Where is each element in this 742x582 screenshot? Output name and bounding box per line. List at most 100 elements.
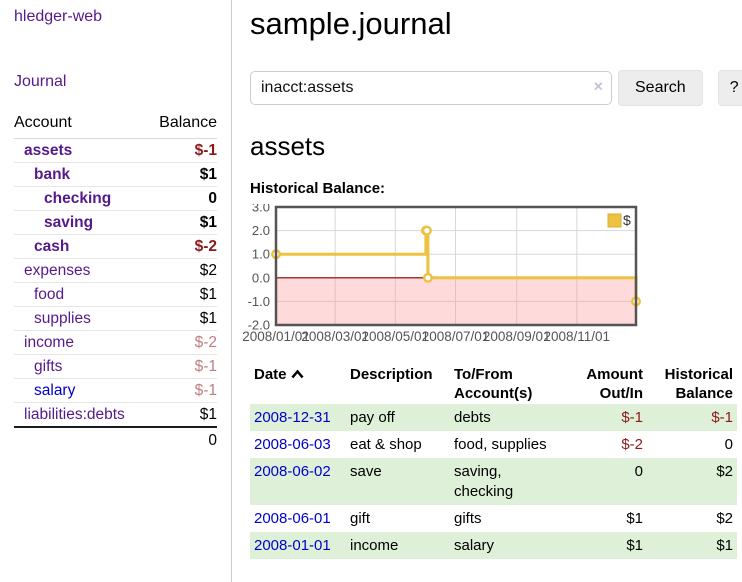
svg-text:$: $ (623, 212, 631, 228)
account-balance: $1 (147, 210, 217, 235)
register-header-row: Date Description To/From Account(s) Amount Ou… (250, 364, 737, 404)
transaction-balance: 0 (724, 436, 733, 453)
sidebar: hledger-web Journal Account Balance asse… (0, 0, 232, 582)
account-row: saving $1 (14, 210, 217, 235)
header-label: Amount (586, 366, 643, 383)
transaction-amount: $-2 (621, 436, 643, 453)
account-row: gifts $-1 (14, 354, 217, 379)
transaction-description: eat & shop (350, 436, 422, 453)
svg-text:1.0: 1.0 (252, 247, 270, 262)
header-label: Description (350, 366, 433, 383)
accounts-body: assets $-1 bank $1 checking 0 saving $1 cash $-2 e… (14, 138, 217, 428)
account-heading: assets (250, 131, 326, 161)
account-row: expenses $2 (14, 258, 217, 283)
account-link-saving[interactable]: saving (44, 214, 94, 231)
transaction-amount: 0 (564, 458, 647, 505)
sidebar-item-journal[interactable]: Journal (14, 73, 67, 90)
svg-text:2008/11/01: 2008/11/01 (544, 329, 611, 344)
account-balance: $1 (147, 282, 217, 307)
transaction-amount: $1 (626, 510, 643, 527)
account-link-supplies[interactable]: supplies (34, 310, 91, 327)
svg-text:2008/09/01: 2008/09/01 (483, 329, 551, 344)
svg-text:-1.0: -1.0 (248, 294, 270, 309)
historical-balance-label: Historical Balance: (250, 180, 386, 197)
svg-text:-2.0: -2.0 (248, 318, 270, 333)
account-balance: $-1 (147, 378, 217, 403)
transaction-date-link[interactable]: 2008-06-03 (254, 436, 331, 453)
svg-text:3.0: 3.0 (252, 204, 270, 215)
search-button[interactable]: Search (618, 70, 703, 106)
register-body: 2008-12-31 pay off debts $-1 $-1 2008-06-03 ea… (250, 404, 737, 559)
register-header-historical: Historical Balance (647, 364, 737, 404)
transaction-date-link[interactable]: 2008-01-01 (254, 537, 331, 554)
account-link-bank[interactable]: bank (34, 166, 71, 183)
account-balance: $-1 (147, 138, 217, 163)
account-balance: 0 (147, 186, 217, 211)
transaction-accounts: food, supplies (454, 436, 547, 453)
account-balance: $-2 (147, 330, 217, 355)
header-label-line2: Account(s) (454, 385, 533, 402)
transaction-description: pay off (346, 404, 450, 431)
account-link-expenses[interactable]: expenses (24, 262, 91, 279)
register-header-description: Description (346, 364, 450, 404)
accounts-total-value: 0 (147, 426, 217, 453)
transaction-balance: $1 (647, 532, 737, 559)
historical-balance-chart: $3.0 2.0 1.0 0.0 -1.0 -2.0 2008/01/01 2008/03/0… (242, 200, 742, 351)
account-balance: $1 (147, 162, 217, 187)
register-header-amount: Amount Out/In (564, 364, 647, 404)
account-row: liabilities:debts $1 (14, 402, 217, 428)
search-form: × Search ? (250, 70, 742, 106)
account-link-cash[interactable]: cash (34, 238, 70, 255)
svg-text:2008/05/01: 2008/05/01 (362, 329, 430, 344)
transaction-accounts: saving, checking (450, 458, 564, 505)
account-balance: $1 (147, 306, 217, 331)
account-link-salary[interactable]: salary (34, 382, 76, 399)
accounts-header-balance: Balance (147, 112, 217, 139)
transaction-description: gift (350, 510, 371, 527)
accounts-table: Account Balance assets $-1 bank $1 checking 0… (14, 112, 217, 453)
transaction-balance: $2 (716, 510, 733, 527)
account-link-liabilities-debts[interactable]: liabilities:debts (24, 406, 125, 423)
register-header-date[interactable]: Date (250, 364, 346, 404)
app-brand-link[interactable]: hledger-web (14, 8, 103, 25)
account-balance: $-2 (147, 234, 217, 259)
accounts-total-row: 0 (14, 426, 217, 453)
search-help-button[interactable]: ? (717, 70, 742, 106)
page-title: sample.journal (250, 6, 452, 41)
transaction-description: save (346, 458, 450, 505)
transaction-balance: $-1 (647, 404, 737, 431)
account-link-food[interactable]: food (34, 286, 65, 303)
account-row: income $-2 (14, 330, 217, 355)
accounts-header-row: Account Balance (14, 112, 217, 139)
account-link-checking[interactable]: checking (44, 190, 112, 207)
account-row: food $1 (14, 282, 217, 307)
accounts-total-spacer (14, 426, 148, 453)
register-table: Date Description To/From Account(s) Amount Ou… (250, 364, 737, 559)
transaction-amount: $1 (564, 532, 647, 559)
account-balance: $1 (147, 402, 217, 428)
transaction-description: income (346, 532, 450, 559)
transaction-accounts: debts (450, 404, 564, 431)
transaction-date-link[interactable]: 2008-06-02 (254, 463, 331, 480)
search-input[interactable] (250, 71, 612, 105)
transaction-date-link[interactable]: 2008-06-01 (254, 510, 331, 527)
account-balance: $-1 (147, 354, 217, 379)
register-row: 2008-12-31 pay off debts $-1 $-1 (250, 404, 737, 431)
account-row: cash $-2 (14, 234, 217, 259)
account-link-assets[interactable]: assets (24, 142, 73, 159)
transaction-balance: $2 (647, 458, 737, 505)
account-link-gifts[interactable]: gifts (34, 358, 63, 375)
account-link-income[interactable]: income (24, 334, 74, 351)
header-label-line2: Balance (675, 385, 733, 402)
header-label-line2: Out/In (599, 385, 643, 402)
account-row: bank $1 (14, 162, 217, 187)
account-row: assets $-1 (14, 138, 217, 163)
transaction-date-link[interactable]: 2008-12-31 (254, 409, 331, 426)
clear-search-icon[interactable]: × (593, 78, 603, 96)
svg-text:2008/01/01: 2008/01/01 (242, 329, 310, 344)
header-label: Historical (664, 366, 733, 383)
main-content: sample.journal × Search ? assets Histori… (233, 0, 742, 582)
account-balance: $2 (147, 258, 217, 283)
account-row: checking 0 (14, 186, 217, 211)
account-row: salary $-1 (14, 378, 217, 403)
